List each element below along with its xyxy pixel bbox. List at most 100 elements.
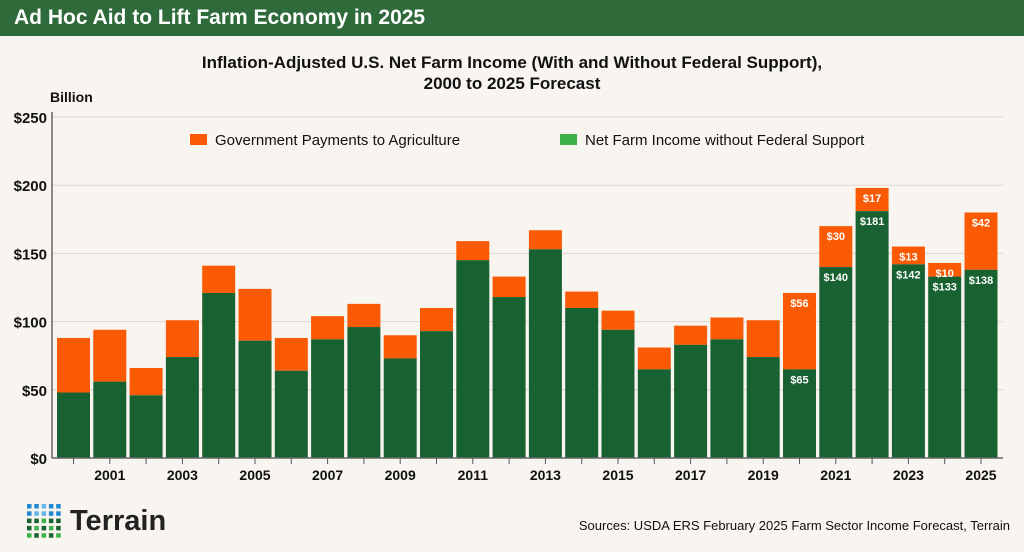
data-label-net: $142 (896, 269, 920, 281)
bar-net-farm-income (601, 329, 635, 458)
logo-dot (27, 518, 32, 524)
x-tick-label: 2007 (312, 467, 343, 483)
logo-dot (34, 533, 39, 538)
x-tick-label: 2001 (94, 467, 125, 483)
logo-dot (48, 525, 54, 531)
logo-dot (56, 525, 61, 531)
data-label-gov: $10 (936, 268, 954, 280)
bar-net-farm-income (420, 331, 453, 458)
bar-government-payments (420, 307, 453, 332)
x-tick-label: 2019 (748, 467, 779, 483)
bar-government-payments (601, 310, 635, 330)
logo-dot (34, 518, 39, 524)
bar-net-farm-income (202, 292, 236, 458)
x-tick-label: 2023 (893, 467, 924, 483)
x-tick-label: 2005 (239, 467, 270, 483)
logo-dot (27, 533, 32, 538)
bar-government-payments (746, 320, 780, 358)
bar-net-farm-income (492, 297, 526, 458)
x-tick-label: 2017 (675, 467, 706, 483)
legend-swatch-government (190, 134, 207, 145)
logo-dot (56, 533, 61, 538)
data-label-net: $181 (860, 216, 884, 228)
x-tick-label: 2013 (530, 467, 561, 483)
y-tick-label: $150 (14, 246, 47, 263)
logo-dot (48, 518, 54, 524)
legend-label-government: Government Payments to Agriculture (215, 132, 460, 149)
data-label-gov: $42 (972, 217, 990, 229)
bar-government-payments (347, 303, 381, 328)
bar-government-payments (492, 276, 526, 298)
bar-government-payments (202, 265, 236, 293)
data-label-net: $133 (932, 282, 956, 294)
bar-government-payments (456, 241, 490, 261)
logo-dot (41, 533, 47, 538)
bar-government-payments (928, 262, 962, 277)
bar-government-payments (129, 367, 163, 396)
logo-dot (34, 525, 39, 531)
x-tick-label: 2009 (385, 467, 416, 483)
bar-government-payments (710, 317, 744, 340)
data-label-net: $140 (824, 272, 848, 284)
bar-net-farm-income (311, 339, 345, 458)
bar-net-farm-income (129, 395, 163, 458)
bar-government-payments (528, 230, 562, 250)
bar-government-payments (383, 335, 417, 359)
chart-title-line-2: 2000 to 2025 Forecast (423, 74, 601, 93)
bar-net-farm-income (565, 307, 599, 458)
logo-dot (56, 511, 61, 516)
bar-government-payments (274, 337, 308, 371)
logo-dot (41, 511, 47, 516)
source-note: Sources: USDA ERS February 2025 Farm Sec… (578, 518, 1010, 533)
y-tick-label: $50 (22, 383, 47, 400)
bar-net-farm-income (93, 381, 127, 458)
bar-net-farm-income (238, 340, 272, 458)
logo-dot (56, 518, 61, 524)
bar-net-farm-income (964, 269, 998, 458)
logo-dot (48, 504, 54, 509)
y-tick-label: $200 (14, 178, 47, 195)
logo-dot (41, 518, 47, 524)
y-tick-label: $100 (14, 315, 47, 332)
chart-title: Inflation-Adjusted U.S. Net Farm Income … (0, 52, 1024, 94)
logo-dot (27, 511, 32, 516)
bar-net-farm-income (891, 264, 925, 458)
bar-government-payments (855, 187, 889, 212)
data-label-gov: $13 (899, 252, 917, 264)
bar-government-payments (783, 292, 816, 370)
bar-net-farm-income (674, 344, 708, 458)
bar-net-farm-income (383, 358, 417, 458)
bar-net-farm-income (456, 260, 490, 458)
bar-government-payments (964, 212, 998, 270)
chart-title-line-1: Inflation-Adjusted U.S. Net Farm Income … (201, 53, 823, 72)
bar-government-payments (165, 320, 199, 358)
header-title: Ad Hoc Aid to Lift Farm Economy in 2025 (0, 0, 1024, 36)
bar-government-payments (93, 329, 127, 382)
y-axis-label: Billion (50, 89, 93, 105)
bar-net-farm-income (528, 249, 562, 458)
data-label-net: $138 (969, 275, 993, 287)
logo-text: Terrain (70, 505, 167, 537)
logo-dot (41, 525, 47, 531)
x-tick-label: 2015 (602, 467, 633, 483)
data-label-gov: $56 (790, 298, 808, 310)
bar-net-farm-income (347, 327, 381, 458)
bar-government-payments (57, 337, 90, 393)
bar-government-payments (311, 316, 345, 340)
bar-net-farm-income (928, 276, 962, 458)
data-label-gov: $17 (863, 193, 881, 205)
legend-label-net-income: Net Farm Income without Federal Support (585, 132, 865, 149)
logo-dot (48, 533, 54, 538)
bar-government-payments (674, 325, 708, 345)
y-tick-label: $0 (30, 451, 47, 468)
data-label-net: $65 (790, 374, 808, 386)
bar-net-farm-income (855, 211, 889, 458)
logo-dot (56, 504, 61, 509)
bar-net-farm-income (165, 357, 199, 458)
bar-government-payments (819, 226, 853, 268)
x-tick-label: 2011 (458, 467, 489, 483)
x-tick-label: 2021 (820, 467, 851, 483)
logo-dot (27, 504, 32, 509)
bar-government-payments (637, 347, 671, 370)
logo-dot (34, 511, 39, 516)
